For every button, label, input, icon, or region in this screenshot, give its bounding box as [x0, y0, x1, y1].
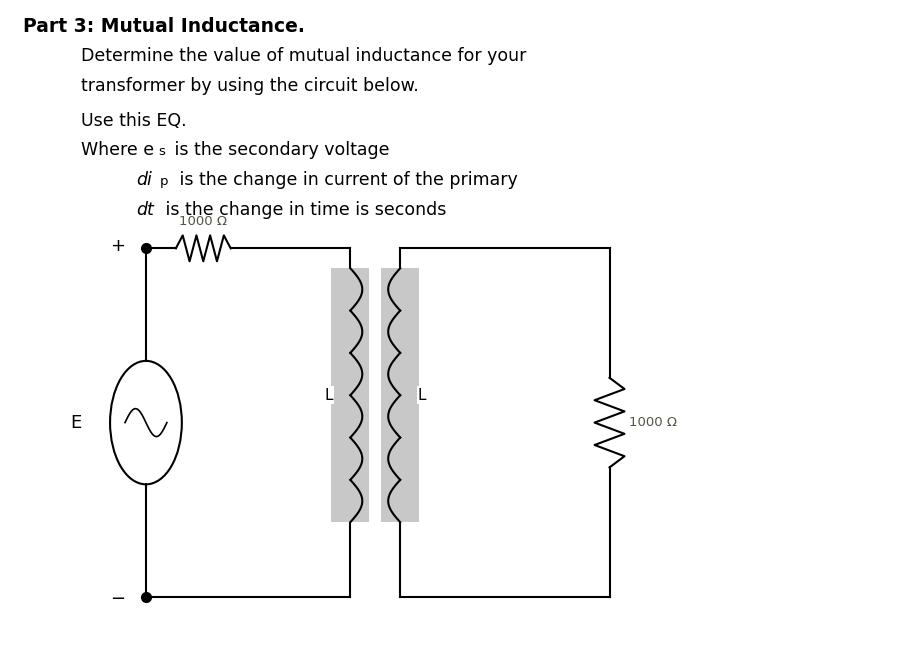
Text: Determine the value of mutual inductance for your: Determine the value of mutual inductance…: [81, 47, 526, 65]
Text: is the secondary voltage: is the secondary voltage: [169, 141, 390, 159]
Text: di: di: [136, 170, 152, 189]
Bar: [382, 268, 419, 522]
Bar: [331, 268, 370, 522]
Text: E: E: [70, 414, 81, 432]
Text: 1000 Ω: 1000 Ω: [179, 215, 227, 228]
Text: is the change in current of the primary: is the change in current of the primary: [174, 170, 518, 189]
Text: Part 3: Mutual Inductance.: Part 3: Mutual Inductance.: [23, 17, 306, 36]
Text: dt: dt: [136, 201, 154, 218]
Text: transformer by using the circuit below.: transformer by using the circuit below.: [81, 77, 419, 95]
Text: is the change in time is seconds: is the change in time is seconds: [160, 201, 447, 218]
Text: p: p: [160, 174, 168, 188]
Text: L: L: [324, 388, 333, 403]
Text: s: s: [158, 145, 165, 158]
Text: Where e: Where e: [81, 141, 155, 159]
Text: Use this EQ.: Use this EQ.: [81, 112, 187, 130]
Text: 1000 Ω: 1000 Ω: [630, 416, 677, 429]
Text: −: −: [111, 590, 125, 608]
Text: +: +: [111, 238, 125, 255]
Text: L: L: [418, 388, 426, 403]
